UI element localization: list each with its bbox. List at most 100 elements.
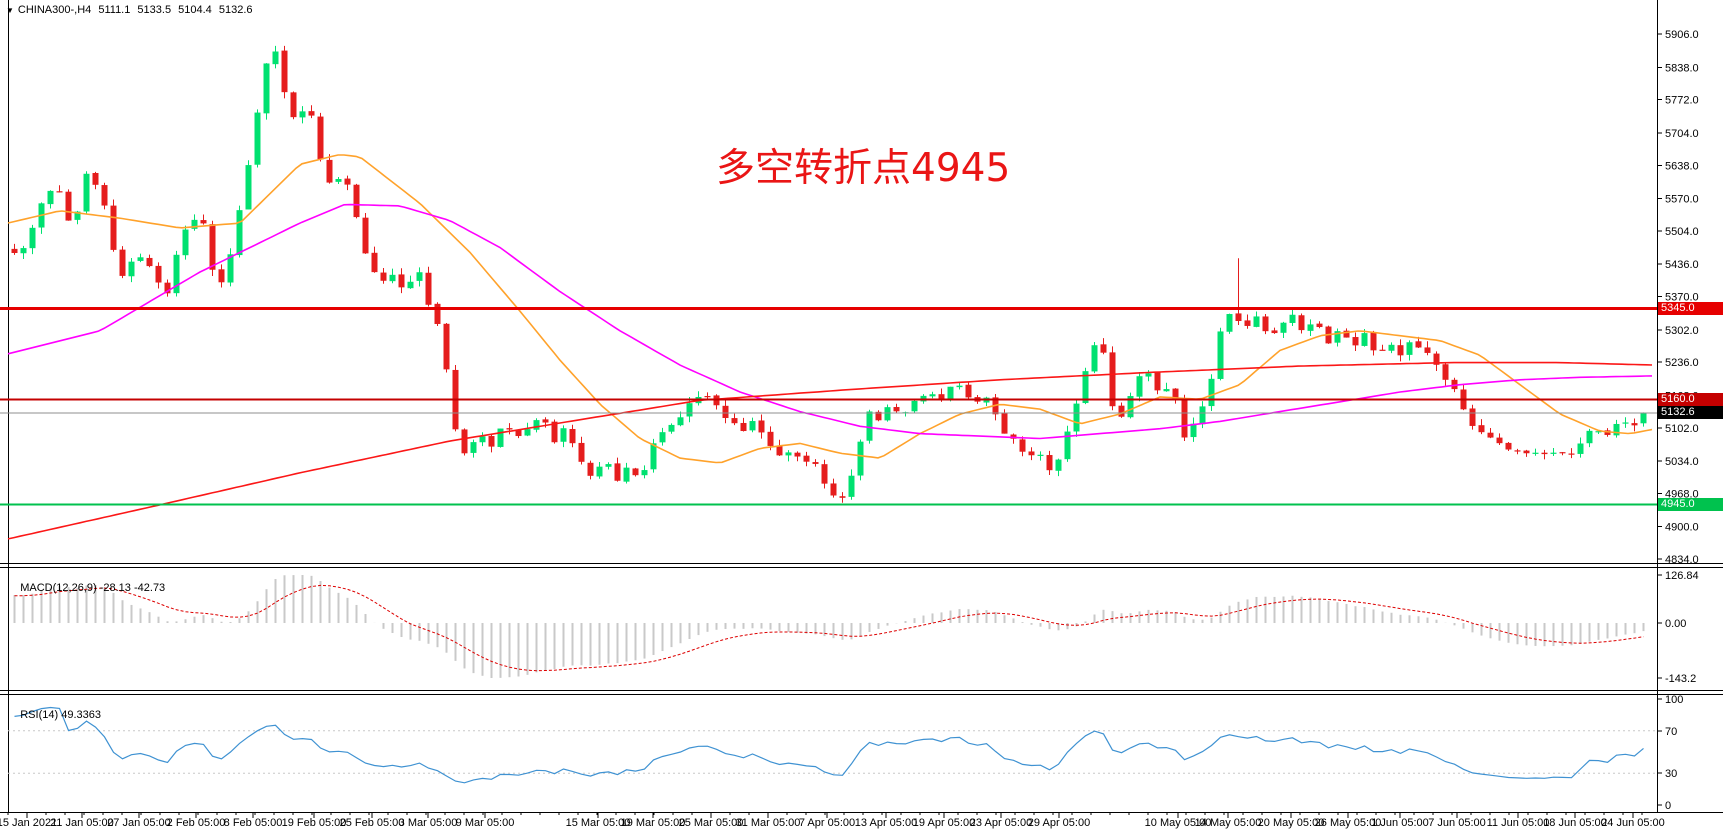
macd-name: MACD(12,26,9) bbox=[20, 582, 97, 594]
y-axis-label: 5906.0 bbox=[1665, 29, 1699, 41]
candle-body bbox=[200, 220, 207, 224]
rsi-line bbox=[14, 706, 1644, 784]
candle-body bbox=[1190, 423, 1197, 438]
candle-body bbox=[884, 407, 891, 421]
candle-body bbox=[1388, 344, 1395, 351]
symbol-ohlc-line: CHINA300-,H4 5111.1 5133.5 5104.4 5132.6 bbox=[18, 4, 257, 16]
slow-ma-red-line bbox=[7, 361, 1653, 540]
candle-body bbox=[191, 219, 198, 229]
candle-body bbox=[1019, 439, 1026, 452]
candle-body bbox=[47, 190, 54, 205]
macd-indicator-label: MACD(12,26,9) -28.13 -42.73 bbox=[8, 570, 165, 606]
x-axis-label: 3 Mar 05:00 bbox=[398, 817, 458, 829]
candle-body bbox=[515, 429, 522, 437]
candle-body bbox=[218, 269, 225, 283]
ohlc-low: 5104.4 bbox=[178, 4, 212, 16]
candle-body bbox=[1100, 344, 1107, 353]
candle-body bbox=[542, 419, 549, 423]
y-axis-label: 5504.0 bbox=[1665, 226, 1699, 238]
candle-body bbox=[587, 462, 594, 476]
chart-annotation-text: 多空转折点4945 bbox=[716, 146, 1011, 191]
candle-body bbox=[614, 463, 621, 481]
candle-body bbox=[857, 441, 864, 476]
candle-body bbox=[56, 191, 63, 193]
candle-body bbox=[1298, 315, 1305, 331]
candle-body bbox=[128, 261, 135, 277]
candle-body bbox=[947, 386, 954, 400]
medium-ma-magenta-line bbox=[7, 203, 1653, 440]
x-axis-label: 21 Jan 05:00 bbox=[50, 817, 114, 829]
candle-body bbox=[1631, 423, 1638, 426]
chart-collapse-triangle-icon[interactable]: ▼ bbox=[6, 5, 14, 15]
candle-body bbox=[29, 227, 36, 249]
rsi-name: RSI(14) bbox=[20, 709, 59, 721]
candle-body bbox=[866, 411, 873, 441]
x-axis-label: 15 Jan 2021 bbox=[0, 817, 58, 829]
macd-signal-line bbox=[14, 584, 1644, 672]
candle-body bbox=[1154, 372, 1161, 391]
candle-body bbox=[119, 249, 126, 276]
x-axis-label: 20 May 05:00 bbox=[1257, 817, 1325, 829]
rsi-value: 49.3363 bbox=[61, 709, 101, 721]
candle-body bbox=[362, 217, 369, 254]
candle-body bbox=[1532, 452, 1539, 454]
candle-body bbox=[551, 421, 558, 443]
candle-body bbox=[389, 274, 396, 282]
candle-body bbox=[65, 191, 72, 221]
candle-body bbox=[1550, 452, 1557, 454]
candle-body bbox=[785, 452, 792, 456]
x-axis-label: 18 Jun 05:00 bbox=[1543, 817, 1607, 829]
candle-body bbox=[1046, 455, 1053, 471]
ohlc-open: 5111.1 bbox=[98, 4, 131, 16]
y-axis-label: 4968.0 bbox=[1665, 488, 1699, 500]
candle-body bbox=[1343, 330, 1350, 338]
x-axis-label: 2 Feb 05:00 bbox=[166, 817, 226, 829]
candle-body bbox=[1406, 342, 1413, 355]
candle-body bbox=[830, 483, 837, 496]
x-axis-label: 10 May 05:00 bbox=[1144, 817, 1212, 829]
candle-body bbox=[929, 394, 936, 397]
rsi-indicator-label: RSI(14) 49.3363 bbox=[8, 697, 101, 733]
candle-body bbox=[1370, 332, 1377, 351]
candle-body bbox=[272, 51, 279, 65]
rsi-axis-label: 0 bbox=[1665, 800, 1671, 812]
candle-body bbox=[1307, 324, 1314, 331]
candle-body bbox=[1217, 331, 1224, 379]
candle-body bbox=[821, 464, 828, 484]
candle-body bbox=[1091, 345, 1098, 372]
candle-body bbox=[434, 303, 441, 324]
x-axis-label: 19 Apr 05:00 bbox=[912, 817, 976, 829]
y-axis-label: 4834.0 bbox=[1665, 554, 1699, 566]
candle-body bbox=[1514, 450, 1521, 452]
x-axis-label: 11 Jun 05:00 bbox=[1486, 817, 1550, 829]
candle-body bbox=[632, 468, 639, 476]
y-axis-label: 5302.0 bbox=[1665, 325, 1699, 337]
rsi-axis-label: 100 bbox=[1665, 694, 1683, 706]
rsi-axis-label: 30 bbox=[1665, 768, 1677, 780]
candle-body bbox=[1109, 352, 1116, 407]
candle-body bbox=[281, 50, 288, 93]
x-axis-label: 25 Mar 05:00 bbox=[678, 817, 744, 829]
candle-body bbox=[533, 420, 540, 430]
y-axis-label: 4900.0 bbox=[1665, 522, 1699, 534]
candle-body bbox=[848, 475, 855, 497]
y-axis-label: 5436.0 bbox=[1665, 259, 1699, 271]
x-axis-label: 7 Jun 05:00 bbox=[1428, 817, 1486, 829]
fast-ma-orange-line bbox=[7, 154, 1653, 464]
ohlc-close: 5132.6 bbox=[218, 4, 253, 16]
candle-body bbox=[20, 248, 27, 254]
candle-body bbox=[1226, 314, 1233, 332]
candle-body bbox=[875, 411, 882, 421]
candle-body bbox=[1541, 452, 1548, 455]
candle-body bbox=[1397, 345, 1404, 356]
candle-body bbox=[1271, 330, 1278, 334]
candle-body bbox=[227, 254, 234, 283]
candle-body bbox=[308, 111, 315, 116]
y-axis-label: 5236.0 bbox=[1665, 357, 1699, 369]
candle-body bbox=[839, 496, 846, 498]
candle-body bbox=[299, 111, 306, 118]
candle-body bbox=[749, 421, 756, 431]
x-axis-label: 1 Jun 05:00 bbox=[1371, 817, 1429, 829]
candle-body bbox=[677, 417, 684, 426]
